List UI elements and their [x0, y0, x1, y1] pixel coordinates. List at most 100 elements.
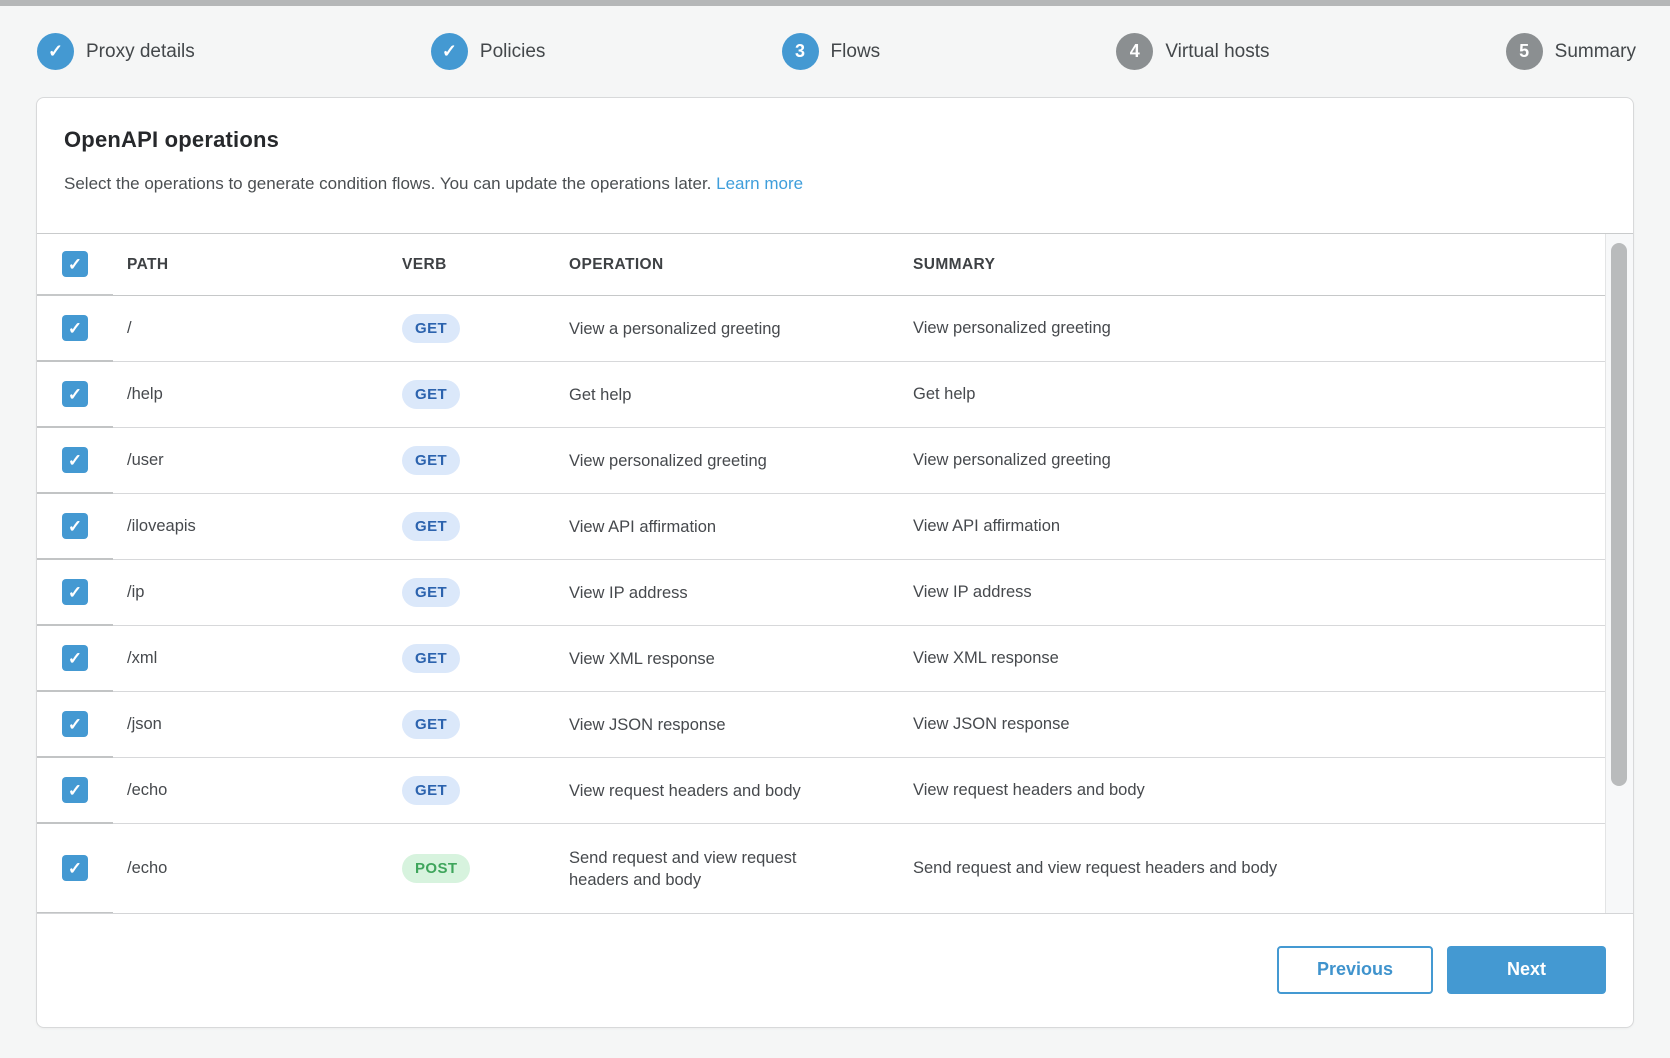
- row-checkbox-cell: [37, 362, 113, 428]
- subtitle-text: Select the operations to generate condit…: [64, 174, 712, 193]
- table-row: /json GET View JSON response View JSON r…: [37, 692, 1605, 758]
- operation-cell: Send request and view request headers an…: [561, 824, 913, 913]
- verb-cell: GET: [396, 692, 561, 758]
- panel-title: OpenAPI operations: [64, 127, 280, 152]
- next-button[interactable]: Next: [1447, 945, 1606, 994]
- table-header-row: PATH VERB OPERATION SUMMARY: [37, 234, 1605, 296]
- column-header-operation: OPERATION: [561, 234, 913, 296]
- verb-cell: GET: [396, 560, 561, 626]
- row-checkbox-cell: [37, 560, 113, 626]
- step-summary[interactable]: 5 Summary: [1505, 33, 1636, 70]
- row-checkbox-cell: [37, 758, 113, 824]
- verb-badge: GET: [402, 314, 461, 343]
- verb-cell: GET: [396, 428, 561, 494]
- path-cell: /: [113, 296, 396, 362]
- verb-cell: GET: [396, 626, 561, 692]
- step-flows[interactable]: 3 Flows: [781, 33, 881, 70]
- row-checkbox[interactable]: [62, 777, 88, 803]
- table-row: /help GET Get help Get help: [37, 362, 1605, 428]
- row-checkbox[interactable]: [62, 855, 88, 881]
- step-number: 5: [1505, 33, 1543, 70]
- operation-cell: View a personalized greeting: [561, 296, 913, 362]
- verb-badge: GET: [402, 512, 461, 541]
- select-all-checkbox[interactable]: [62, 251, 88, 277]
- operation-cell: View XML response: [561, 626, 913, 692]
- operations-table: PATH VERB OPERATION SUMMARY / GET View a…: [37, 233, 1633, 913]
- wizard-stepper: ✓ Proxy details ✓ Policies 3 Flows 4 Vir…: [0, 6, 1670, 97]
- verb-badge: POST: [402, 854, 471, 883]
- step-label: Flows: [830, 40, 881, 62]
- path-cell: /ip: [113, 560, 396, 626]
- column-header-verb: VERB: [396, 234, 561, 296]
- table-row: /echo GET View request headers and body …: [37, 758, 1605, 824]
- row-checkbox[interactable]: [62, 645, 88, 671]
- path-cell: /json: [113, 692, 396, 758]
- row-checkbox[interactable]: [62, 447, 88, 473]
- previous-button[interactable]: Previous: [1277, 945, 1433, 994]
- path-cell: /user: [113, 428, 396, 494]
- step-check-icon: ✓: [430, 33, 468, 70]
- row-checkbox[interactable]: [62, 381, 88, 407]
- summary-cell: View API affirmation: [913, 494, 1605, 560]
- row-checkbox-cell: [37, 428, 113, 494]
- operation-cell: View IP address: [561, 560, 913, 626]
- verb-badge: GET: [402, 446, 461, 475]
- scrollbar-thumb[interactable]: [1611, 243, 1627, 786]
- select-all-cell: [37, 234, 113, 296]
- row-checkbox[interactable]: [62, 315, 88, 341]
- row-checkbox-cell: [37, 494, 113, 560]
- wizard-footer: Previous Next: [37, 913, 1633, 1025]
- row-checkbox[interactable]: [62, 579, 88, 605]
- step-label: Policies: [479, 40, 546, 62]
- column-header-path: PATH: [113, 234, 396, 296]
- table-row: /user GET View personalized greeting Vie…: [37, 428, 1605, 494]
- window-top-border: [0, 0, 1670, 6]
- row-checkbox[interactable]: [62, 711, 88, 737]
- operation-cell: View request headers and body: [561, 758, 913, 824]
- verb-cell: GET: [396, 362, 561, 428]
- step-label: Summary: [1554, 40, 1636, 62]
- step-proxy-details[interactable]: ✓ Proxy details: [37, 33, 195, 70]
- panel-header: OpenAPI operations Select the operations…: [37, 98, 1633, 196]
- step-number: 4: [1116, 33, 1154, 70]
- row-checkbox-cell: [37, 626, 113, 692]
- table-row: /iloveapis GET View API affirmation View…: [37, 494, 1605, 560]
- row-checkbox-cell: [37, 824, 113, 913]
- operation-cell: View API affirmation: [561, 494, 913, 560]
- summary-cell: View personalized greeting: [913, 296, 1605, 362]
- step-label: Virtual hosts: [1165, 40, 1270, 62]
- verb-cell: GET: [396, 758, 561, 824]
- step-policies[interactable]: ✓ Policies: [430, 33, 546, 70]
- learn-more-link[interactable]: Learn more: [716, 174, 804, 193]
- verb-badge: GET: [402, 644, 461, 673]
- row-checkbox-cell: [37, 692, 113, 758]
- path-cell: /echo: [113, 758, 396, 824]
- table-body: / GET View a personalized greeting View …: [37, 296, 1633, 913]
- path-cell: /iloveapis: [113, 494, 396, 560]
- summary-cell: Get help: [913, 362, 1605, 428]
- summary-cell: Send request and view request headers an…: [913, 824, 1605, 913]
- table-row: /ip GET View IP address View IP address: [37, 560, 1605, 626]
- summary-cell: View personalized greeting: [913, 428, 1605, 494]
- path-cell: /xml: [113, 626, 396, 692]
- panel-subtitle: Select the operations to generate condit…: [64, 172, 1606, 196]
- step-virtual-hosts[interactable]: 4 Virtual hosts: [1116, 33, 1270, 70]
- row-checkbox[interactable]: [62, 513, 88, 539]
- summary-cell: View JSON response: [913, 692, 1605, 758]
- summary-cell: View XML response: [913, 626, 1605, 692]
- verb-cell: POST: [396, 824, 561, 913]
- path-cell: /echo: [113, 824, 396, 913]
- table-scrollbar[interactable]: [1605, 234, 1633, 913]
- operation-cell: View personalized greeting: [561, 428, 913, 494]
- operation-cell: View JSON response: [561, 692, 913, 758]
- openapi-operations-panel: OpenAPI operations Select the operations…: [36, 97, 1634, 1028]
- step-number: 3: [781, 33, 819, 70]
- table-row: /echo POST Send request and view request…: [37, 824, 1605, 913]
- row-checkbox-cell: [37, 296, 113, 362]
- table-row: /xml GET View XML response View XML resp…: [37, 626, 1605, 692]
- verb-cell: GET: [396, 494, 561, 560]
- verb-badge: GET: [402, 578, 461, 607]
- verb-badge: GET: [402, 380, 461, 409]
- step-check-icon: ✓: [37, 33, 74, 70]
- step-label: Proxy details: [86, 40, 195, 62]
